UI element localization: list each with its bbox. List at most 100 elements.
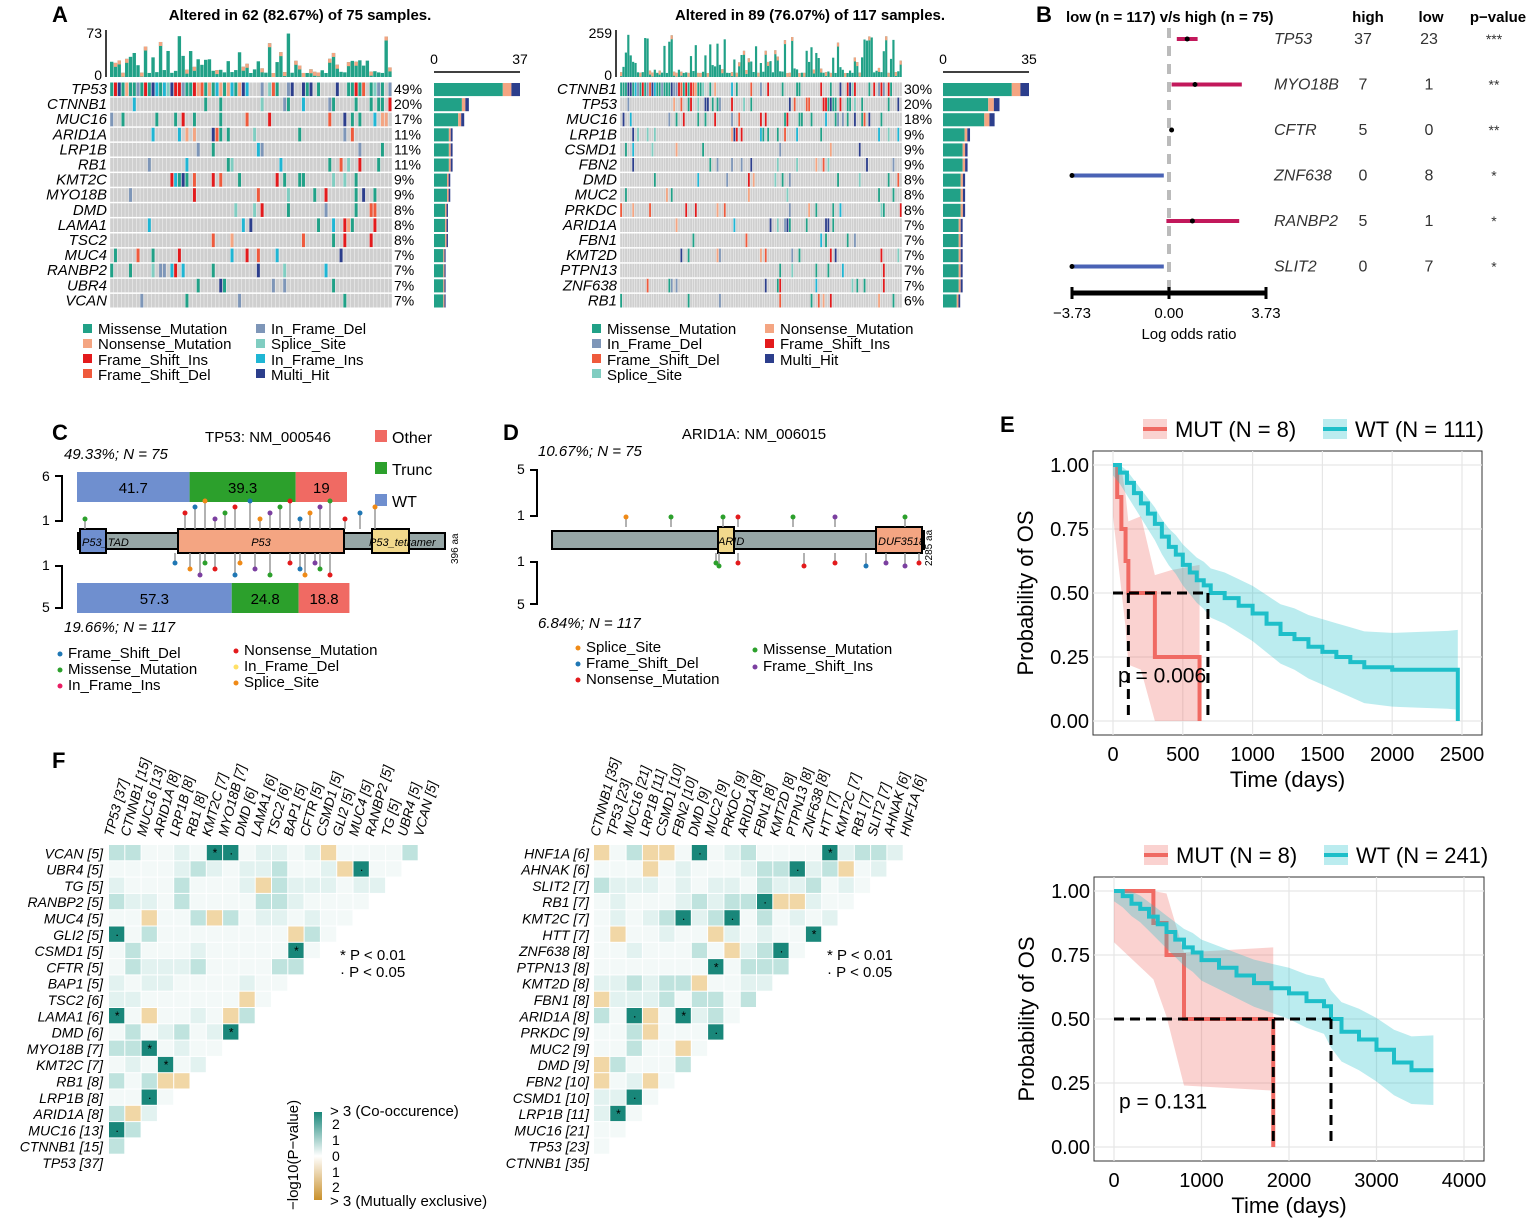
heat-cell: [223, 926, 239, 942]
heat-cell: [708, 877, 724, 893]
tmb-bar: [774, 50, 777, 77]
mutation-cell: [646, 82, 649, 97]
forest-gene: SLIT2: [1274, 259, 1317, 276]
heat-cell: [691, 926, 708, 942]
heat-cell: [642, 877, 659, 893]
mutation-legend-dot: [575, 645, 581, 651]
matrix-row-bg: [110, 203, 392, 217]
mutation-cell: [646, 127, 649, 142]
km-xtick: 0: [1108, 1170, 1119, 1192]
heat-cell: [320, 893, 337, 910]
legend-swatch-in-frame-del: [256, 324, 265, 333]
gene-label: KMT2C: [56, 172, 107, 189]
heat-cell: [659, 942, 675, 959]
tmb-bar-segment: [294, 60, 298, 65]
mutation-cell: [764, 278, 767, 293]
colorbar-gradient: [314, 1112, 322, 1200]
tmb-bar: [716, 43, 719, 77]
heat-cell: [659, 1008, 675, 1024]
km-ytick: 1.00: [1051, 881, 1090, 903]
heat-cell: [109, 1008, 125, 1024]
lollipop-head: [172, 560, 178, 566]
count-bar: [434, 218, 446, 232]
heat-sig-mark: ·: [714, 1025, 718, 1039]
mutation-cell: [887, 127, 890, 142]
lollipop-head: [357, 510, 363, 516]
heat-cell: [141, 1008, 157, 1024]
mutation-cell: [301, 233, 305, 248]
mutation-cell: [880, 203, 883, 217]
mutation-cell: [361, 82, 366, 97]
heat-cell: [691, 1024, 708, 1040]
heat-cell: [288, 959, 304, 975]
gene-label: ZNF638: [562, 277, 618, 294]
heat-cell: [157, 893, 174, 910]
mutation-cell: [241, 218, 245, 232]
mutation-cell: [716, 248, 719, 263]
mutation-cell: [620, 203, 623, 217]
lollipop-head: [237, 560, 243, 566]
mutation-cell: [641, 82, 644, 97]
heat-cell: [239, 942, 255, 959]
heat-sig-mark: ·: [796, 862, 800, 876]
tmb-bar: [136, 65, 140, 77]
heat-cell: [626, 991, 642, 1007]
heat-cell: [125, 1024, 141, 1040]
heat-cell: [773, 910, 789, 926]
domain-box: [371, 528, 410, 554]
heat-cell: [675, 959, 691, 975]
mutation-cell: [692, 82, 695, 97]
axis-tick: 6: [42, 468, 50, 484]
tmb-bar: [815, 52, 818, 77]
mutation-cell: [219, 82, 223, 97]
mutation-cell: [877, 127, 880, 142]
heat-cell: [272, 910, 288, 926]
legend-label: Nonsense_Mutation: [780, 321, 913, 338]
mutation-cell: [711, 97, 714, 112]
mutation-cell: [880, 82, 883, 97]
mutation-cell: [620, 293, 623, 308]
heat-cell: [337, 845, 353, 861]
count-bar: [943, 83, 1012, 97]
heat-cell: [272, 893, 288, 910]
heat-cell: [353, 861, 369, 877]
mutation-legend-label: Frame_Shift_Ins: [763, 658, 873, 675]
count-bar: [434, 173, 448, 187]
count-bar: [943, 143, 963, 157]
tmb-bar-segment: [369, 71, 373, 76]
heat-cell: [239, 975, 255, 991]
tmb-bar: [204, 59, 208, 77]
gene-label: PRKDC: [564, 202, 617, 219]
mutation-cell: [271, 278, 275, 293]
mutation-cell: [822, 97, 825, 112]
tmb-bar: [853, 57, 856, 77]
mutation-cell: [286, 203, 290, 217]
heat-cell: [740, 910, 756, 926]
matrix-row-bg: [110, 142, 392, 157]
heat-row-label: CSMD1 [10]: [513, 1090, 590, 1106]
heat-cell: [223, 1024, 239, 1040]
heat-cell: [125, 877, 141, 893]
heat-cell: [239, 991, 255, 1007]
percent-label: 7%: [394, 277, 414, 293]
heat-sig-mark: *: [714, 960, 719, 974]
tmb-bar-segment: [829, 72, 832, 77]
tmb-bar-segment: [885, 36, 888, 41]
heat-cell: [594, 1008, 610, 1024]
forest-gene: MYO18B: [1274, 77, 1339, 94]
legend-swatch-nonsense: [765, 324, 774, 333]
heat-row-label: AHNAK [6]: [520, 862, 590, 878]
heat-cell: [724, 877, 740, 893]
tmb-bar: [733, 59, 736, 77]
lollipop-head: [716, 563, 722, 569]
mutation-cell: [817, 293, 820, 308]
mutation-cell: [331, 218, 336, 232]
km-ytick: 1.00: [1050, 455, 1089, 477]
forest-gene: TP53: [1274, 31, 1312, 48]
mutation-cell: [827, 263, 830, 278]
matrix-row-bg: [620, 233, 902, 248]
heat-cell: [757, 926, 773, 942]
mutation-cell: [237, 82, 242, 97]
heat-cell: [724, 893, 740, 910]
